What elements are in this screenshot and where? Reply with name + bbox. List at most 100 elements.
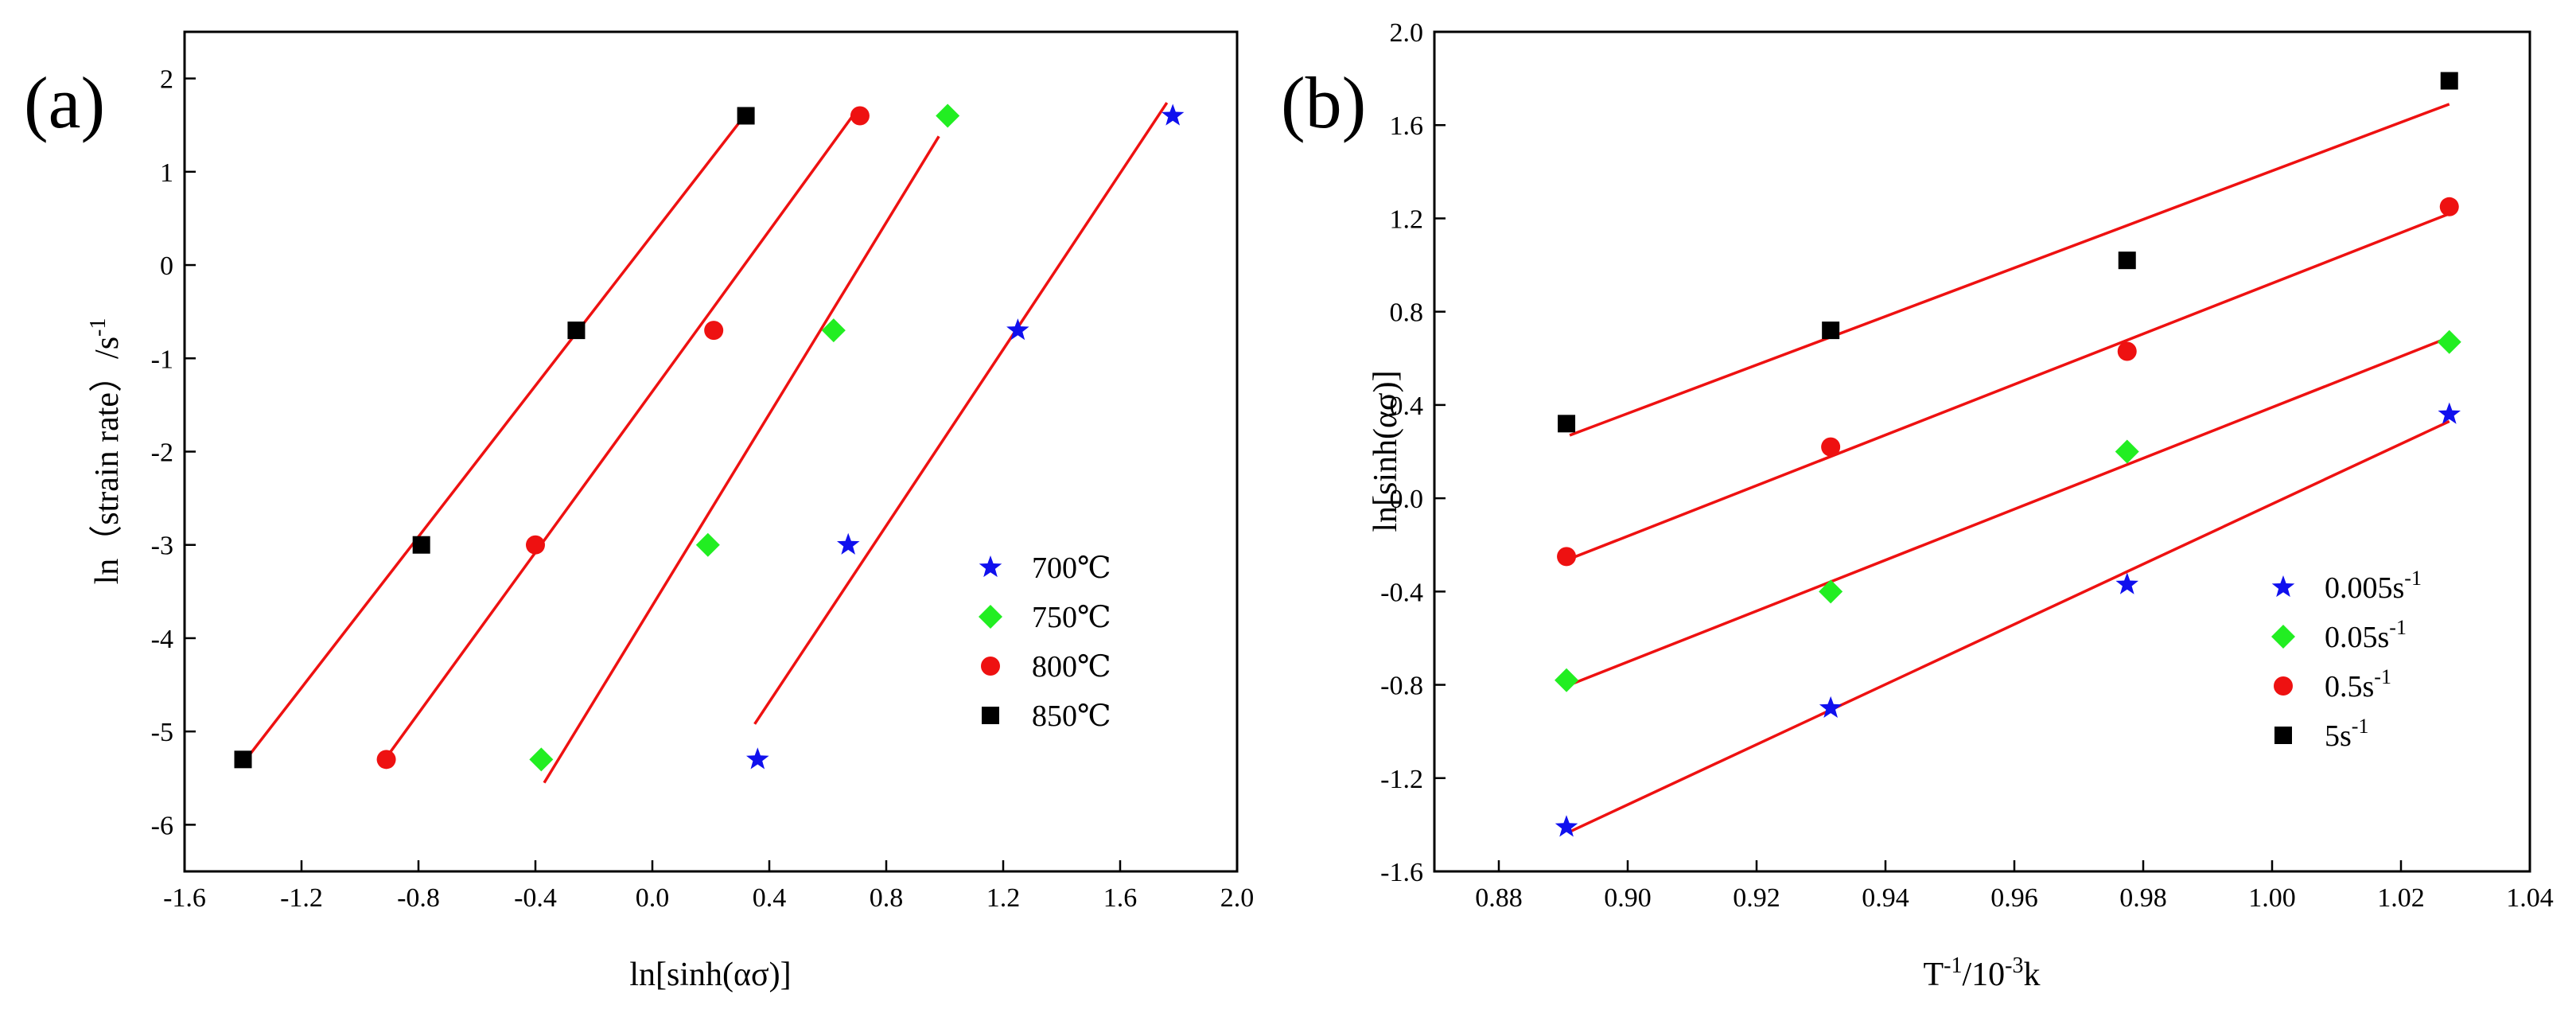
data-point-b-0-0 xyxy=(1555,815,1578,837)
y-tick-label-b-1: -1.2 xyxy=(1380,765,1423,794)
fit-line-a-0 xyxy=(753,102,1169,725)
x-axis-title-b-mid: /10 xyxy=(1962,957,2005,993)
x-axis-title-b-t: T xyxy=(1924,957,1944,993)
x-axis-title-b-sup1: -1 xyxy=(1944,953,1962,978)
x-axis-title-b-sup2: -3 xyxy=(2005,953,2023,978)
legend-marker-a-1 xyxy=(979,605,1002,629)
data-point-b-1-1 xyxy=(1819,579,1843,604)
data-point-a-0-1 xyxy=(837,532,860,555)
legend-label-main-b-2: 0.5s xyxy=(2325,670,2374,703)
x-tick-label-b-4: 0.96 xyxy=(1990,883,2038,913)
y-axis-title-a-sup: -1 xyxy=(86,318,111,337)
y-tick-label-a-7: 1 xyxy=(160,158,173,188)
legend-label-main-a-2: 800℃ xyxy=(1032,650,1111,684)
legend-label-main-b-0: 0.005s xyxy=(2325,571,2404,605)
fit-line-b-3 xyxy=(1569,103,2450,437)
data-point-a-1-2 xyxy=(821,318,846,343)
data-point-a-1-1 xyxy=(695,532,720,557)
x-tick-label-a-7: 1.2 xyxy=(986,883,1021,913)
x-tick-label-a-0: -1.6 xyxy=(163,883,206,913)
x-tick-label-a-4: 0.0 xyxy=(636,883,670,913)
axis-ticks-a: -1.6 -1.2 -0.8 -0.4 0.0 0.4 0.8 1.2 1.6 2.0 -6 -5 -4… xyxy=(151,65,1255,913)
x-tick-label-b-8: 1.04 xyxy=(2506,883,2554,913)
y-tick-label-b-0: -1.6 xyxy=(1380,858,1423,887)
data-point-a-0-3 xyxy=(1161,103,1185,126)
data-point-a-3-0 xyxy=(234,750,252,769)
fit-lines-b xyxy=(1569,103,2450,833)
legend-label-a-3: 850℃ xyxy=(1032,700,1111,733)
fit-line-b-0 xyxy=(1569,419,2450,833)
y-tick-label-a-5: -1 xyxy=(151,345,173,374)
y-tick-label-b-2: -0.8 xyxy=(1380,672,1423,701)
x-axis-title-b-end: k xyxy=(2023,957,2040,993)
data-point-a-1-0 xyxy=(529,747,554,772)
data-point-b-2-3 xyxy=(2439,197,2459,216)
legend-marker-a-3 xyxy=(982,707,999,724)
x-tick-label-a-6: 0.8 xyxy=(870,883,904,913)
x-tick-label-a-8: 1.6 xyxy=(1103,883,1138,913)
legend-label-main-a-0: 700℃ xyxy=(1032,551,1111,585)
x-tick-label-b-0: 0.88 xyxy=(1475,883,1523,913)
fit-lines-a xyxy=(244,102,1169,784)
legend-label-main-b-3: 5s xyxy=(2325,719,2352,753)
legend-label-b-2: 0.5s-1 xyxy=(2325,665,2391,703)
legend-label-main-a-1: 750℃ xyxy=(1032,601,1111,634)
legend-marker-b-0 xyxy=(2271,575,2295,598)
legend-marker-a-2 xyxy=(981,657,1000,676)
chart-panel-b: (b) 0.88 0.90 0.92 0.94 0.96 0.98 1.00 1.02 1.04… xyxy=(1281,18,2554,993)
data-point-a-0-2 xyxy=(1006,318,1029,341)
data-point-b-3-0 xyxy=(1558,415,1576,433)
data-points-a xyxy=(234,103,1185,772)
data-point-a-3-3 xyxy=(737,107,755,125)
y-tick-label-a-6: 0 xyxy=(160,251,173,281)
x-tick-label-a-3: -0.4 xyxy=(514,883,557,913)
legend-marker-b-2 xyxy=(2274,676,2293,696)
plot-frame-b xyxy=(1433,30,2531,873)
legend-label-b-0: 0.005s-1 xyxy=(2325,567,2422,605)
data-point-a-2-2 xyxy=(704,321,724,341)
panel-label-b: (b) xyxy=(1281,62,1366,143)
data-point-b-0-2 xyxy=(2115,572,2138,594)
data-point-b-2-1 xyxy=(1821,437,1841,457)
legend-label-main-b-1: 0.05s xyxy=(2325,621,2389,654)
data-point-a-3-1 xyxy=(412,536,430,554)
y-axis-title-b: ln[sinh(ασ)] xyxy=(1368,370,1404,532)
fit-line-a-3 xyxy=(244,113,747,761)
y-tick-label-b-3: -0.4 xyxy=(1380,578,1423,607)
x-tick-label-b-7: 1.02 xyxy=(2377,883,2425,913)
x-tick-label-b-1: 0.90 xyxy=(1604,883,1652,913)
legend-label-a-1: 750℃ xyxy=(1032,601,1111,634)
y-tick-label-b-7: 1.2 xyxy=(1390,205,1424,234)
legend-label-b-1: 0.05s-1 xyxy=(2325,616,2407,654)
data-point-a-1-3 xyxy=(936,103,960,128)
y-tick-label-a-2: -4 xyxy=(151,625,173,654)
chart-panel-a: (a) -1.6 -1.2 -0.8 -0.4 0.0 0.4 0.8 1.2 1.6 2.0 -6… xyxy=(24,30,1255,993)
data-point-a-0-0 xyxy=(746,747,769,770)
data-point-b-0-3 xyxy=(2438,402,2461,424)
legend-label-b-3: 5s-1 xyxy=(2325,715,2368,753)
fit-line-a-2 xyxy=(385,113,855,759)
x-tick-label-a-1: -1.2 xyxy=(280,883,323,913)
x-tick-label-a-2: -0.8 xyxy=(397,883,440,913)
data-point-b-3-2 xyxy=(2118,251,2136,270)
y-tick-label-b-9: 2.0 xyxy=(1390,18,1424,48)
data-point-b-3-3 xyxy=(2440,72,2458,90)
legend-label-sup-b-3: -1 xyxy=(2352,715,2369,738)
data-point-b-2-0 xyxy=(1557,547,1577,567)
y-tick-label-b-4: 0.0 xyxy=(1390,485,1424,514)
legend-marker-a-0 xyxy=(979,555,1002,578)
x-tick-label-b-3: 0.94 xyxy=(1862,883,1909,913)
y-tick-label-a-0: -6 xyxy=(151,811,173,840)
legend-marker-b-3 xyxy=(2274,727,2292,744)
y-tick-label-b-5: 0.4 xyxy=(1390,392,1424,421)
fit-line-b-2 xyxy=(1569,212,2450,560)
data-point-b-1-0 xyxy=(1555,668,1579,692)
data-point-a-2-0 xyxy=(376,750,396,770)
data-points-b xyxy=(1555,72,2461,837)
data-point-a-3-2 xyxy=(567,321,586,340)
legend-label-a-0: 700℃ xyxy=(1032,551,1111,585)
y-tick-label-b-6: 0.8 xyxy=(1390,298,1424,328)
x-tick-label-a-9: 2.0 xyxy=(1220,883,1255,913)
y-tick-label-a-8: 2 xyxy=(160,65,173,95)
